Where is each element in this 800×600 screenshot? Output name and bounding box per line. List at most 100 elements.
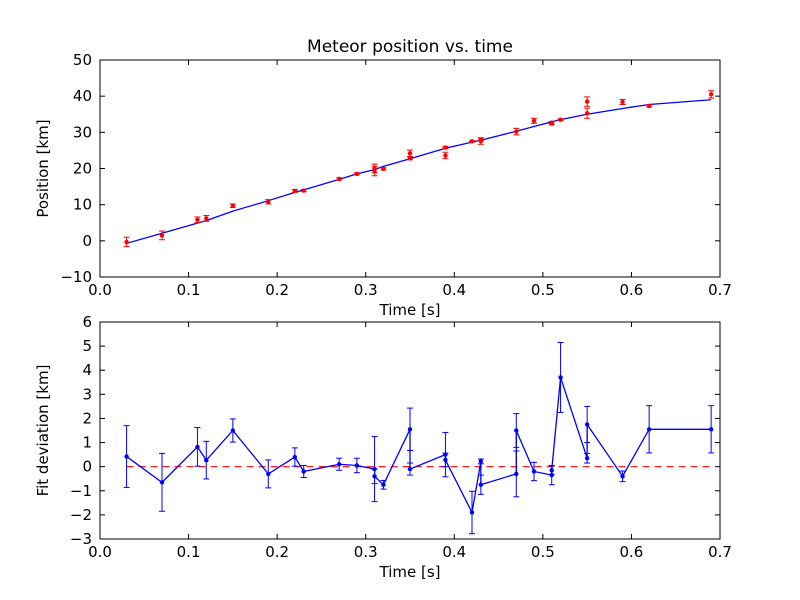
position-data-point [443, 153, 448, 158]
deviation-data-point [469, 510, 475, 515]
deviation-x-tick-label: 0.1 [177, 543, 201, 561]
deviation-data-point [584, 456, 590, 461]
position-data-point [124, 239, 129, 245]
position-y-tick-label: −10 [60, 268, 92, 286]
position-axes-frame [99, 59, 721, 278]
deviation-data-point [204, 457, 209, 463]
position-data-point [381, 166, 386, 172]
deviation-y-tick-label: 0 [82, 458, 92, 476]
position-data-point [195, 217, 200, 223]
position-x-axis-label: Time [s] [379, 301, 441, 319]
deviation-data-point [549, 468, 554, 473]
deviation-data-point [708, 427, 714, 432]
deviation-x-tick-label: 0.0 [88, 543, 112, 561]
position-y-tick-label: 40 [73, 87, 92, 105]
deviation-y-tick-label: 3 [82, 385, 92, 403]
position-x-tick-label: 0.4 [442, 281, 466, 299]
deviation-data-point [646, 427, 652, 432]
position-y-tick-label: 30 [73, 123, 92, 141]
deviation-data-point [124, 454, 129, 459]
deviation-y-tick-label: −2 [70, 506, 92, 524]
deviation-data-point [159, 480, 165, 485]
position-data-point [159, 233, 165, 238]
deviation-y-tick-label: −1 [70, 482, 92, 500]
position-data-point [469, 139, 475, 144]
position-data-point [584, 99, 590, 104]
position-x-tick-label: 0.1 [177, 281, 201, 299]
position-data-point [372, 166, 377, 171]
position-data-point [646, 103, 652, 109]
position-data-point [354, 171, 360, 177]
position-data-point [292, 188, 298, 194]
deviation-data-point [336, 462, 342, 467]
position-x-tick-label: 0.2 [265, 281, 289, 299]
position-data-point [584, 110, 590, 116]
deviation-data-point [195, 444, 200, 450]
deviation-x-tick-label: 0.2 [265, 543, 289, 561]
fit-line [126, 99, 712, 244]
position-data-point [336, 176, 342, 182]
deviation-data-point [301, 469, 306, 474]
deviation-data-point [514, 471, 519, 477]
position-data-point [407, 156, 413, 161]
position-chart-title: Meteor position vs. time [307, 37, 513, 57]
position-data-point [514, 129, 519, 134]
position-data-point [230, 203, 236, 208]
position-x-tick-label: 0.0 [88, 281, 112, 299]
deviation-x-tick-label: 0.4 [442, 543, 466, 561]
position-data-point [620, 99, 625, 105]
deviation-x-tick-label: 0.6 [619, 543, 643, 561]
deviation-data-point [381, 482, 386, 487]
deviation-axes-frame [99, 321, 721, 540]
deviation-line [126, 377, 712, 515]
deviation-y-tick-label: 6 [82, 313, 92, 331]
position-data-point [478, 137, 484, 142]
deviation-data-point [531, 469, 537, 474]
position-data-point [558, 117, 563, 122]
position-data-point [443, 145, 448, 150]
position-x-tick-label: 0.3 [354, 281, 378, 299]
position-data-point [407, 151, 413, 156]
deviation-data-point [514, 428, 519, 433]
deviation-data-point [620, 474, 625, 479]
deviation-y-tick-label: 5 [82, 337, 92, 355]
deviation-y-tick-label: 4 [82, 361, 92, 379]
position-data-point [708, 92, 714, 97]
deviation-x-tick-label: 0.3 [354, 543, 378, 561]
position-panel: Meteor position vs. time 0.0 0.1 0.2 0.3 0.4 0… [34, 37, 732, 319]
deviation-data-point [230, 428, 236, 433]
position-x-tick-label: 0.6 [619, 281, 643, 299]
deviation-y-tick-label: −3 [70, 530, 92, 548]
deviation-y-tick-label: 2 [82, 409, 92, 427]
deviation-y-axis-label: Fit deviation [km] [34, 365, 52, 497]
position-x-tick-label: 0.7 [708, 281, 732, 299]
position-y-tick-label: 20 [73, 160, 92, 178]
deviation-x-axis-label: Time [s] [379, 563, 441, 581]
deviation-y-tick-label: 1 [82, 434, 92, 452]
position-plot-area [123, 90, 715, 248]
deviation-data-point [372, 474, 377, 479]
deviation-data-point [407, 466, 413, 472]
position-data-point [266, 199, 271, 204]
deviation-data-point [407, 427, 413, 432]
deviation-data-point [266, 471, 271, 477]
deviation-x-tick-label: 0.7 [708, 543, 732, 561]
deviation-panel: 0.0 0.1 0.2 0.3 0.4 0.5 0.6 0.7 −3 −2 −1 0 1 2 3 4 5 6 Tim… [34, 313, 732, 581]
deviation-data-point [354, 463, 360, 468]
position-data-point [531, 118, 537, 123]
position-y-tick-label: 50 [73, 51, 92, 69]
position-y-tick-label: 10 [73, 196, 92, 214]
position-y-axis-label: Position [km] [34, 119, 52, 217]
deviation-data-point [478, 482, 484, 487]
deviation-data-point [443, 457, 448, 463]
position-y-tick-label: 0 [82, 232, 92, 250]
deviation-data-point [478, 459, 484, 464]
deviation-data-point [584, 422, 590, 427]
deviation-x-tick-label: 0.5 [531, 543, 555, 561]
deviation-data-point [292, 454, 298, 460]
position-data-point [204, 216, 209, 221]
position-data-point [301, 188, 306, 193]
deviation-data-point [558, 375, 563, 380]
deviation-plot-area [123, 341, 715, 535]
